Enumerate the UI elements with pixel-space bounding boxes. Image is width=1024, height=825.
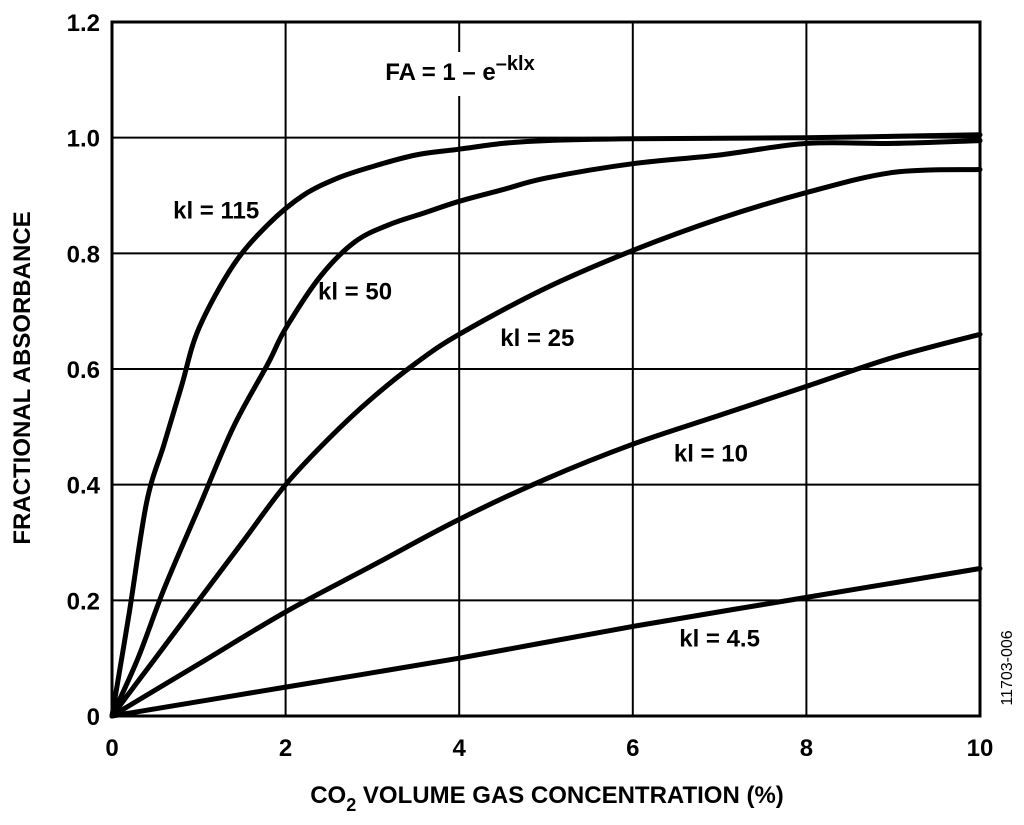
- x-tick-label: 10: [967, 735, 994, 762]
- x-tick-label: 8: [800, 735, 813, 762]
- y-tick-label: 1.2: [67, 10, 100, 37]
- series-label-kl-25: kl = 25: [500, 325, 574, 352]
- series-line-kl-4-5: [109, 566, 983, 719]
- y-tick-label: 0.6: [67, 357, 100, 384]
- y-tick-label: 0: [87, 704, 100, 731]
- series-line-kl-10: [109, 331, 983, 719]
- y-tick-label: 0.8: [67, 241, 100, 268]
- formula-exponent: –klx: [496, 53, 535, 75]
- formula-base: FA = 1 – e: [385, 59, 496, 86]
- formula-annotation: FA = 1 – e–klx: [385, 53, 534, 86]
- series-layer: [109, 132, 983, 719]
- series-line-kl-50: [109, 138, 983, 719]
- tick-layer: 0 2 4 6 8 10 0 0.2 0.4 0.6 0.8 1.0 1.2: [67, 10, 994, 762]
- y-tick-label: 0.2: [67, 588, 100, 615]
- curve-label-layer: kl = 115 kl = 50 kl = 25 kl = 10 kl = 4.5: [173, 198, 760, 653]
- x-axis-title-prefix: CO: [310, 782, 346, 809]
- y-tick-label: 1.0: [67, 126, 100, 153]
- series-line-kl-115: [109, 132, 983, 719]
- series-label-kl-50: kl = 50: [318, 279, 392, 306]
- series-label-kl-115: kl = 115: [173, 198, 259, 225]
- x-axis-title-suffix: VOLUME GAS CONCENTRATION (%): [356, 782, 784, 809]
- formula-background: [355, 52, 565, 96]
- y-axis-title: FRACTIONAL ABSORBANCE: [9, 211, 36, 544]
- x-tick-label: 2: [279, 735, 292, 762]
- x-axis-title: CO2 VOLUME GAS CONCENTRATION (%): [310, 782, 784, 815]
- grid-layer: [110, 20, 982, 718]
- plot-frame: [110, 20, 982, 718]
- series-line-kl-25: [109, 167, 983, 719]
- x-axis-title-subscript: 2: [346, 795, 356, 815]
- y-tick-label: 0.4: [67, 473, 101, 500]
- figure-id: 11703-006: [999, 630, 1016, 705]
- series-label-kl-10: kl = 10: [674, 441, 748, 468]
- x-tick-label: 0: [105, 735, 118, 762]
- x-tick-label: 6: [626, 735, 639, 762]
- series-label-kl-4-5: kl = 4.5: [679, 626, 760, 653]
- x-tick-label: 4: [453, 735, 467, 762]
